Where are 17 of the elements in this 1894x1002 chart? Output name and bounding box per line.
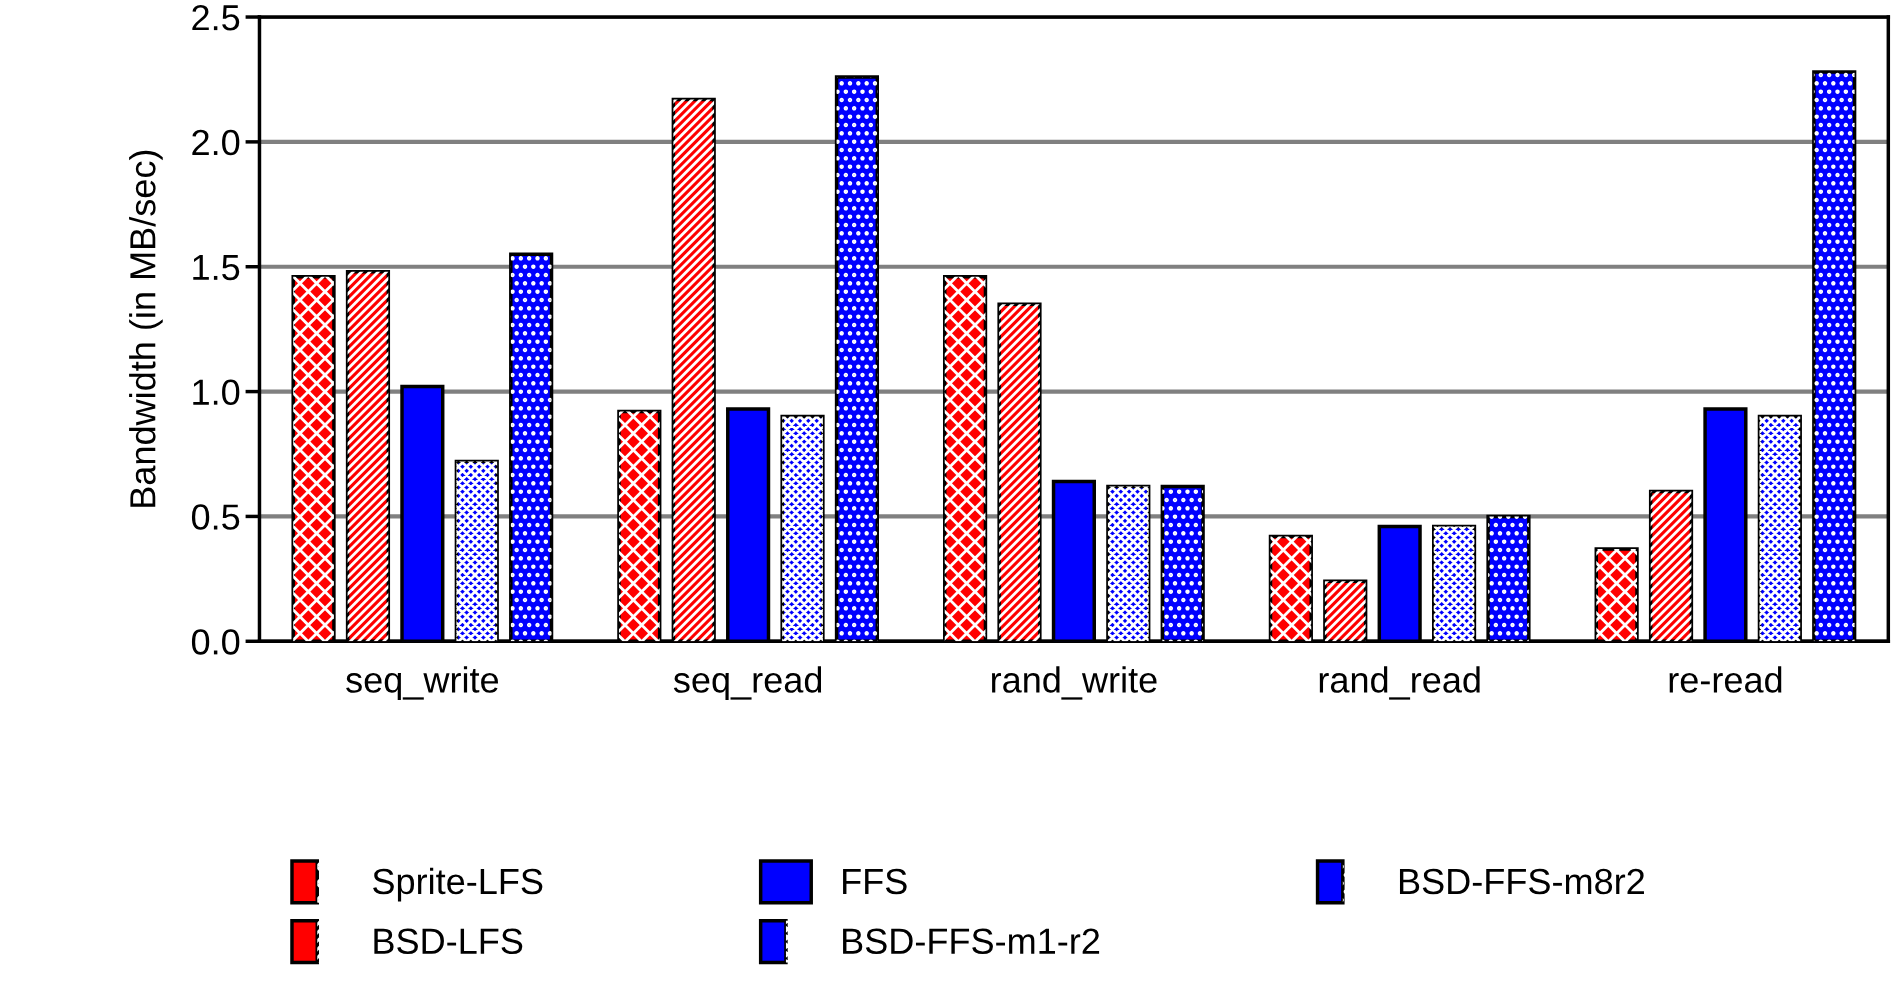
x-tick-label: re-read xyxy=(1669,666,1782,693)
legend-label: BSD-FFS-m1-r2 xyxy=(843,928,1100,955)
y-tick-label: 1.5 xyxy=(193,254,240,281)
x-tick-label: rand_read xyxy=(1319,666,1480,700)
legend-label: BSD-FFS-m8r2 xyxy=(1399,868,1644,895)
legend-label: Sprite-LFS xyxy=(373,867,543,902)
y-tick-label: 1.0 xyxy=(193,379,240,406)
x-tick-label: seq_write xyxy=(346,666,499,700)
legend-label: BSD-LFS xyxy=(374,928,523,955)
y-tick-label: 2.0 xyxy=(192,129,240,156)
y-tick-label: 0.0 xyxy=(191,629,240,655)
x-tick-label: rand_write xyxy=(992,666,1157,700)
legend-label: FFS xyxy=(843,868,907,895)
y-axis-title: Bandwidth (in MB/sec) xyxy=(129,150,163,507)
x-tick-label: seq_read xyxy=(673,666,822,700)
y-tick-label: 2.5 xyxy=(192,4,240,31)
y-tick-label: 0.5 xyxy=(191,504,240,530)
